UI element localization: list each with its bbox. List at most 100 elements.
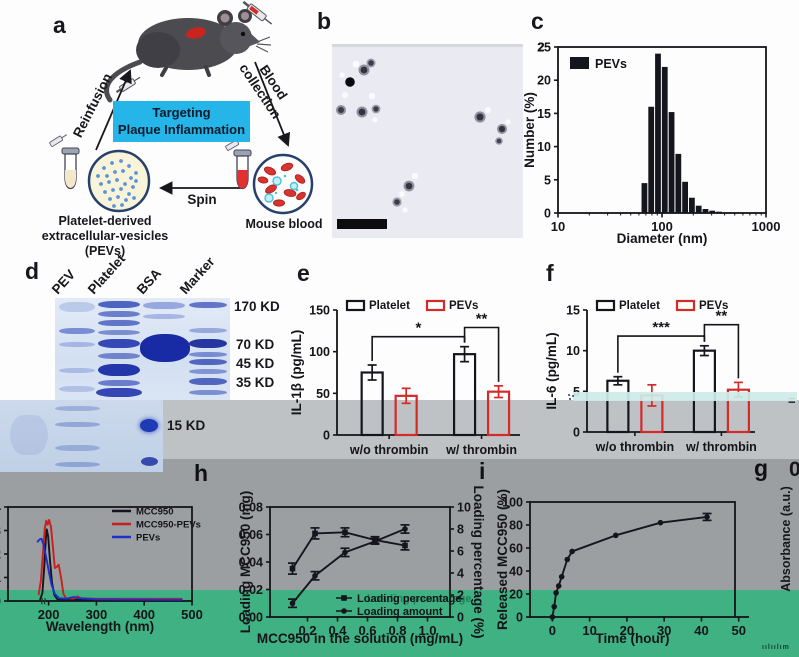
mw-label: 45 KD	[236, 356, 275, 371]
svg-text:10: 10	[551, 219, 565, 234]
svg-text:0: 0	[0, 595, 1, 609]
tem-image	[332, 44, 523, 238]
targeting-plaque-box: Targeting Plaque Inflammation	[113, 101, 250, 142]
svg-text:15: 15	[566, 304, 580, 318]
svg-text:20: 20	[620, 623, 634, 638]
svg-text:50: 50	[316, 387, 330, 401]
panel-label-d: d	[25, 258, 40, 284]
svg-text:0.06: 0.06	[239, 528, 263, 542]
svg-text:2: 2	[457, 589, 464, 603]
svg-text:w/o thrombin: w/o thrombin	[349, 443, 428, 457]
panel-label-b: b	[317, 8, 332, 34]
gel-lane-label: BSA	[133, 265, 165, 297]
svg-text:Loading MCC950 (mg): Loading MCC950 (mg)	[238, 491, 253, 634]
mouse-schematic-illustration	[49, 0, 314, 215]
svg-text:20: 20	[537, 74, 551, 88]
svg-text:MCC950-PEVs: MCC950-PEVs	[136, 520, 201, 531]
artifact-speckles	[567, 393, 575, 401]
svg-text:100: 100	[309, 345, 330, 359]
blood-tube-icon	[225, 138, 252, 190]
svg-text:0: 0	[323, 429, 330, 443]
svg-text:0.8: 0.8	[388, 623, 406, 638]
svg-text:Released MCC950 (%): Released MCC950 (%)	[495, 489, 510, 630]
chart-svg: 0 1 2 3 4 200 300 400 500 MCC950 MCC950-PEVs PEVs Wa…	[0, 501, 203, 635]
pevs-caption: Platelet-derived extracellular-vesicles …	[41, 214, 169, 258]
svg-text:0: 0	[549, 623, 556, 638]
svg-text:30: 30	[657, 623, 671, 638]
svg-text:Diameter (nm): Diameter (nm)	[617, 231, 708, 246]
panel-label-i: i	[479, 458, 486, 484]
pevs-circle	[87, 149, 151, 213]
svg-text:IL-1β (pg/mL): IL-1β (pg/mL)	[289, 330, 304, 415]
svg-text:PEVs: PEVs	[595, 57, 627, 71]
svg-text:0.2: 0.2	[298, 623, 316, 638]
svg-text:w/ thrombin: w/ thrombin	[685, 440, 757, 454]
speckle-text-artifact: ıılıılım	[762, 644, 790, 651]
svg-text:15: 15	[537, 107, 551, 121]
svg-text:MCC950: MCC950	[136, 507, 174, 518]
chart-svg: 0.00 0.02 0.04 0.06 0.08 0 2 4 6 8 10 0.2 0.4 0.6 0.8 1…	[238, 485, 486, 646]
svg-text:5: 5	[544, 173, 551, 187]
svg-text:0.00: 0.00	[239, 611, 263, 625]
clipped-character-artifact: 0	[789, 458, 799, 481]
svg-text:50: 50	[731, 623, 745, 638]
svg-text:Loading percentage: Loading percentage	[357, 593, 462, 605]
svg-text:500: 500	[181, 607, 203, 622]
gel-lane-label: PEV	[48, 266, 79, 297]
svg-text:5: 5	[573, 385, 580, 399]
svg-text:10: 10	[457, 501, 471, 515]
uv-vis-spectra-chart: 0 1 2 3 4 200 300 400 500 MCC950 MCC950-PEVs PEVs Wa…	[0, 495, 225, 645]
cyan-artifact-band	[573, 392, 797, 401]
gel-lane-label: Marker	[176, 254, 218, 297]
wrapped-absorbance-axis-label: Absorbance (a.u.)	[779, 486, 793, 592]
scale-bar	[337, 219, 387, 229]
chart-svg: 0 5 10 15 20 25 10 100 1000 PEVs Diameter (nm) Numb…	[522, 41, 781, 247]
svg-text:40: 40	[509, 565, 523, 579]
svg-text:10: 10	[566, 344, 580, 358]
panel-label-h: h	[194, 460, 209, 486]
release-curve-chart: 0 20 40 60 80 100 0 10 20 30 40 50 Time (hour) Releas…	[495, 488, 767, 652]
mw-label: 15 KD	[167, 418, 206, 433]
svg-text:2: 2	[0, 548, 1, 562]
svg-text:4: 4	[457, 567, 464, 581]
svg-text:8: 8	[457, 523, 464, 537]
svg-text:1000: 1000	[752, 219, 781, 234]
size-distribution-histogram: 0 5 10 15 20 25 10 100 1000 PEVs Diameter (nm) Numb…	[522, 35, 797, 247]
panel-label-c: c	[531, 8, 544, 34]
svg-text:IL-6 (pg/mL): IL-6 (pg/mL)	[544, 332, 559, 409]
sds-page-gel-upper	[55, 298, 230, 400]
svg-text:Loading percentage: Loading percentage	[367, 593, 472, 605]
svg-text:0: 0	[457, 611, 464, 625]
svg-text:80: 80	[509, 519, 523, 533]
svg-text:0.04: 0.04	[239, 556, 263, 570]
svg-text:200: 200	[38, 607, 60, 622]
chart-svg: 0 20 40 60 80 100 0 10 20 30 40 50 Time (hour) Releas…	[495, 489, 749, 646]
svg-text:300: 300	[86, 607, 108, 622]
svg-text:Number (%): Number (%)	[522, 92, 537, 168]
svg-text:0: 0	[516, 611, 523, 625]
panel-label-g: g	[754, 455, 769, 481]
svg-text:400: 400	[133, 607, 155, 622]
mouse-blood-label: Mouse blood	[245, 217, 323, 231]
mouse-icon	[104, 9, 272, 103]
svg-text:Platelet: Platelet	[619, 300, 660, 312]
stray-character-artifact: 2	[538, 40, 545, 54]
svg-text:0: 0	[573, 426, 580, 440]
svg-text:0.02: 0.02	[239, 583, 263, 597]
svg-text:4: 4	[0, 501, 1, 515]
svg-text:**: **	[476, 311, 488, 328]
mw-label: 35 KD	[236, 375, 275, 390]
mouse-blood-circle	[252, 153, 314, 215]
svg-text:25: 25	[537, 41, 551, 55]
loading-curve-chart: 0.00 0.02 0.04 0.06 0.08 0 2 4 6 8 10 0.2 0.4 0.6 0.8 1…	[238, 485, 486, 652]
spin-label: Spin	[187, 192, 217, 207]
svg-text:10: 10	[537, 140, 551, 154]
svg-text:60: 60	[509, 542, 523, 556]
syringe-icon	[242, 0, 273, 25]
panel-label-e: e	[297, 260, 310, 286]
svg-text:100: 100	[502, 496, 523, 510]
svg-text:150: 150	[309, 304, 330, 318]
